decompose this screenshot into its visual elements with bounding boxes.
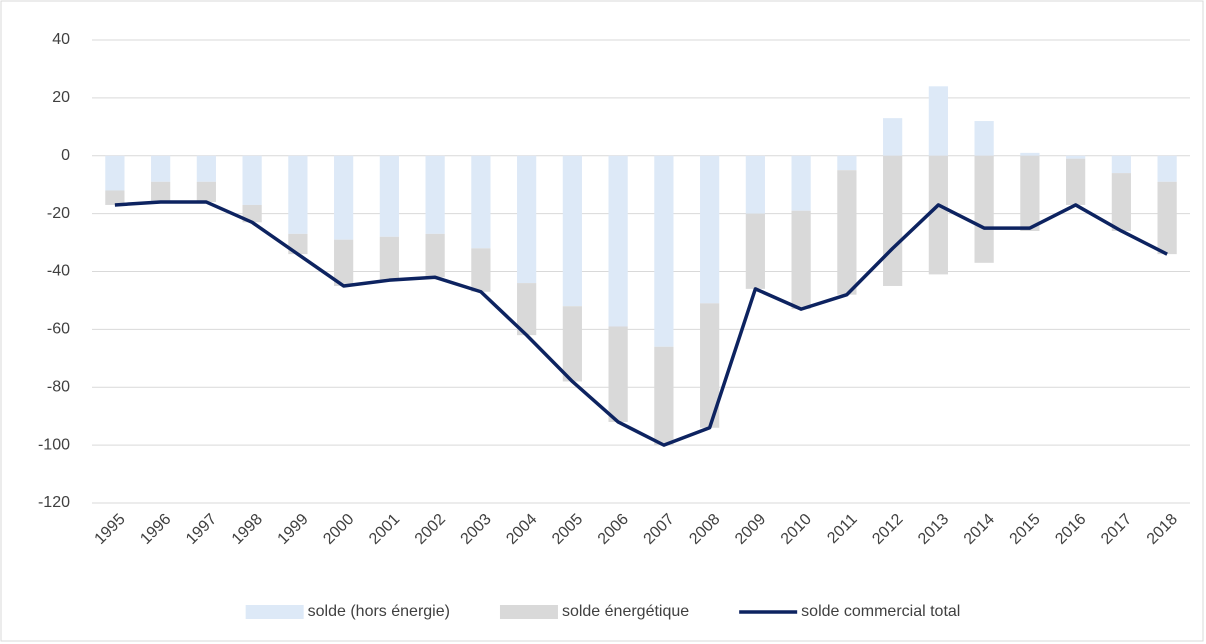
bar <box>562 306 582 382</box>
y-tick-label: -100 <box>38 436 70 453</box>
bar <box>974 155 994 263</box>
bar <box>379 236 399 281</box>
y-tick-label: -20 <box>47 205 70 222</box>
bar <box>425 233 445 278</box>
bar <box>151 181 171 203</box>
bar <box>105 155 125 191</box>
bar <box>1157 181 1177 255</box>
bar <box>379 155 399 237</box>
y-tick-label: -80 <box>47 378 70 395</box>
bar <box>745 213 765 289</box>
bar <box>105 190 125 205</box>
bar <box>196 155 216 182</box>
bar <box>334 155 354 240</box>
legend-swatch <box>499 605 558 619</box>
y-tick-label: -120 <box>38 494 70 511</box>
bar <box>837 155 857 171</box>
bar <box>517 155 537 284</box>
y-tick-label: 40 <box>52 31 70 48</box>
legend-label: solde (hors énergie) <box>308 603 450 620</box>
bar <box>608 326 628 422</box>
y-tick-label: 20 <box>52 89 70 106</box>
bar <box>928 86 948 156</box>
bar <box>1066 155 1086 159</box>
bar <box>471 155 491 249</box>
bar <box>562 155 582 307</box>
bar <box>471 248 491 292</box>
line <box>114 200 1168 447</box>
bar <box>334 239 354 286</box>
y-tick-label: 0 <box>61 147 70 164</box>
bar <box>151 155 171 182</box>
bar <box>1111 173 1131 231</box>
bar <box>1157 155 1177 182</box>
bar <box>1020 152 1040 156</box>
bar <box>883 155 903 286</box>
bar <box>837 170 857 295</box>
bar <box>974 121 994 156</box>
legend-swatch <box>245 605 304 619</box>
bar <box>1111 155 1131 174</box>
bar <box>242 155 262 205</box>
bar <box>1020 155 1040 231</box>
bar <box>654 155 674 347</box>
bar <box>1066 158 1086 205</box>
bar <box>700 303 720 428</box>
bar <box>928 155 948 275</box>
bar <box>791 155 811 211</box>
legend-label: solde commercial total <box>801 603 960 620</box>
y-tick-label: -60 <box>47 321 70 338</box>
bar <box>700 155 720 304</box>
legend-label: solde énergétique <box>562 603 689 620</box>
bar <box>242 204 262 223</box>
y-tick-label: -40 <box>47 263 70 280</box>
bar <box>791 210 811 310</box>
bar <box>196 181 216 203</box>
bar <box>608 155 628 327</box>
bar <box>745 155 765 214</box>
bar <box>654 346 674 446</box>
bar <box>288 155 308 234</box>
bar <box>425 155 445 234</box>
bar <box>517 283 537 336</box>
bar <box>883 118 903 156</box>
